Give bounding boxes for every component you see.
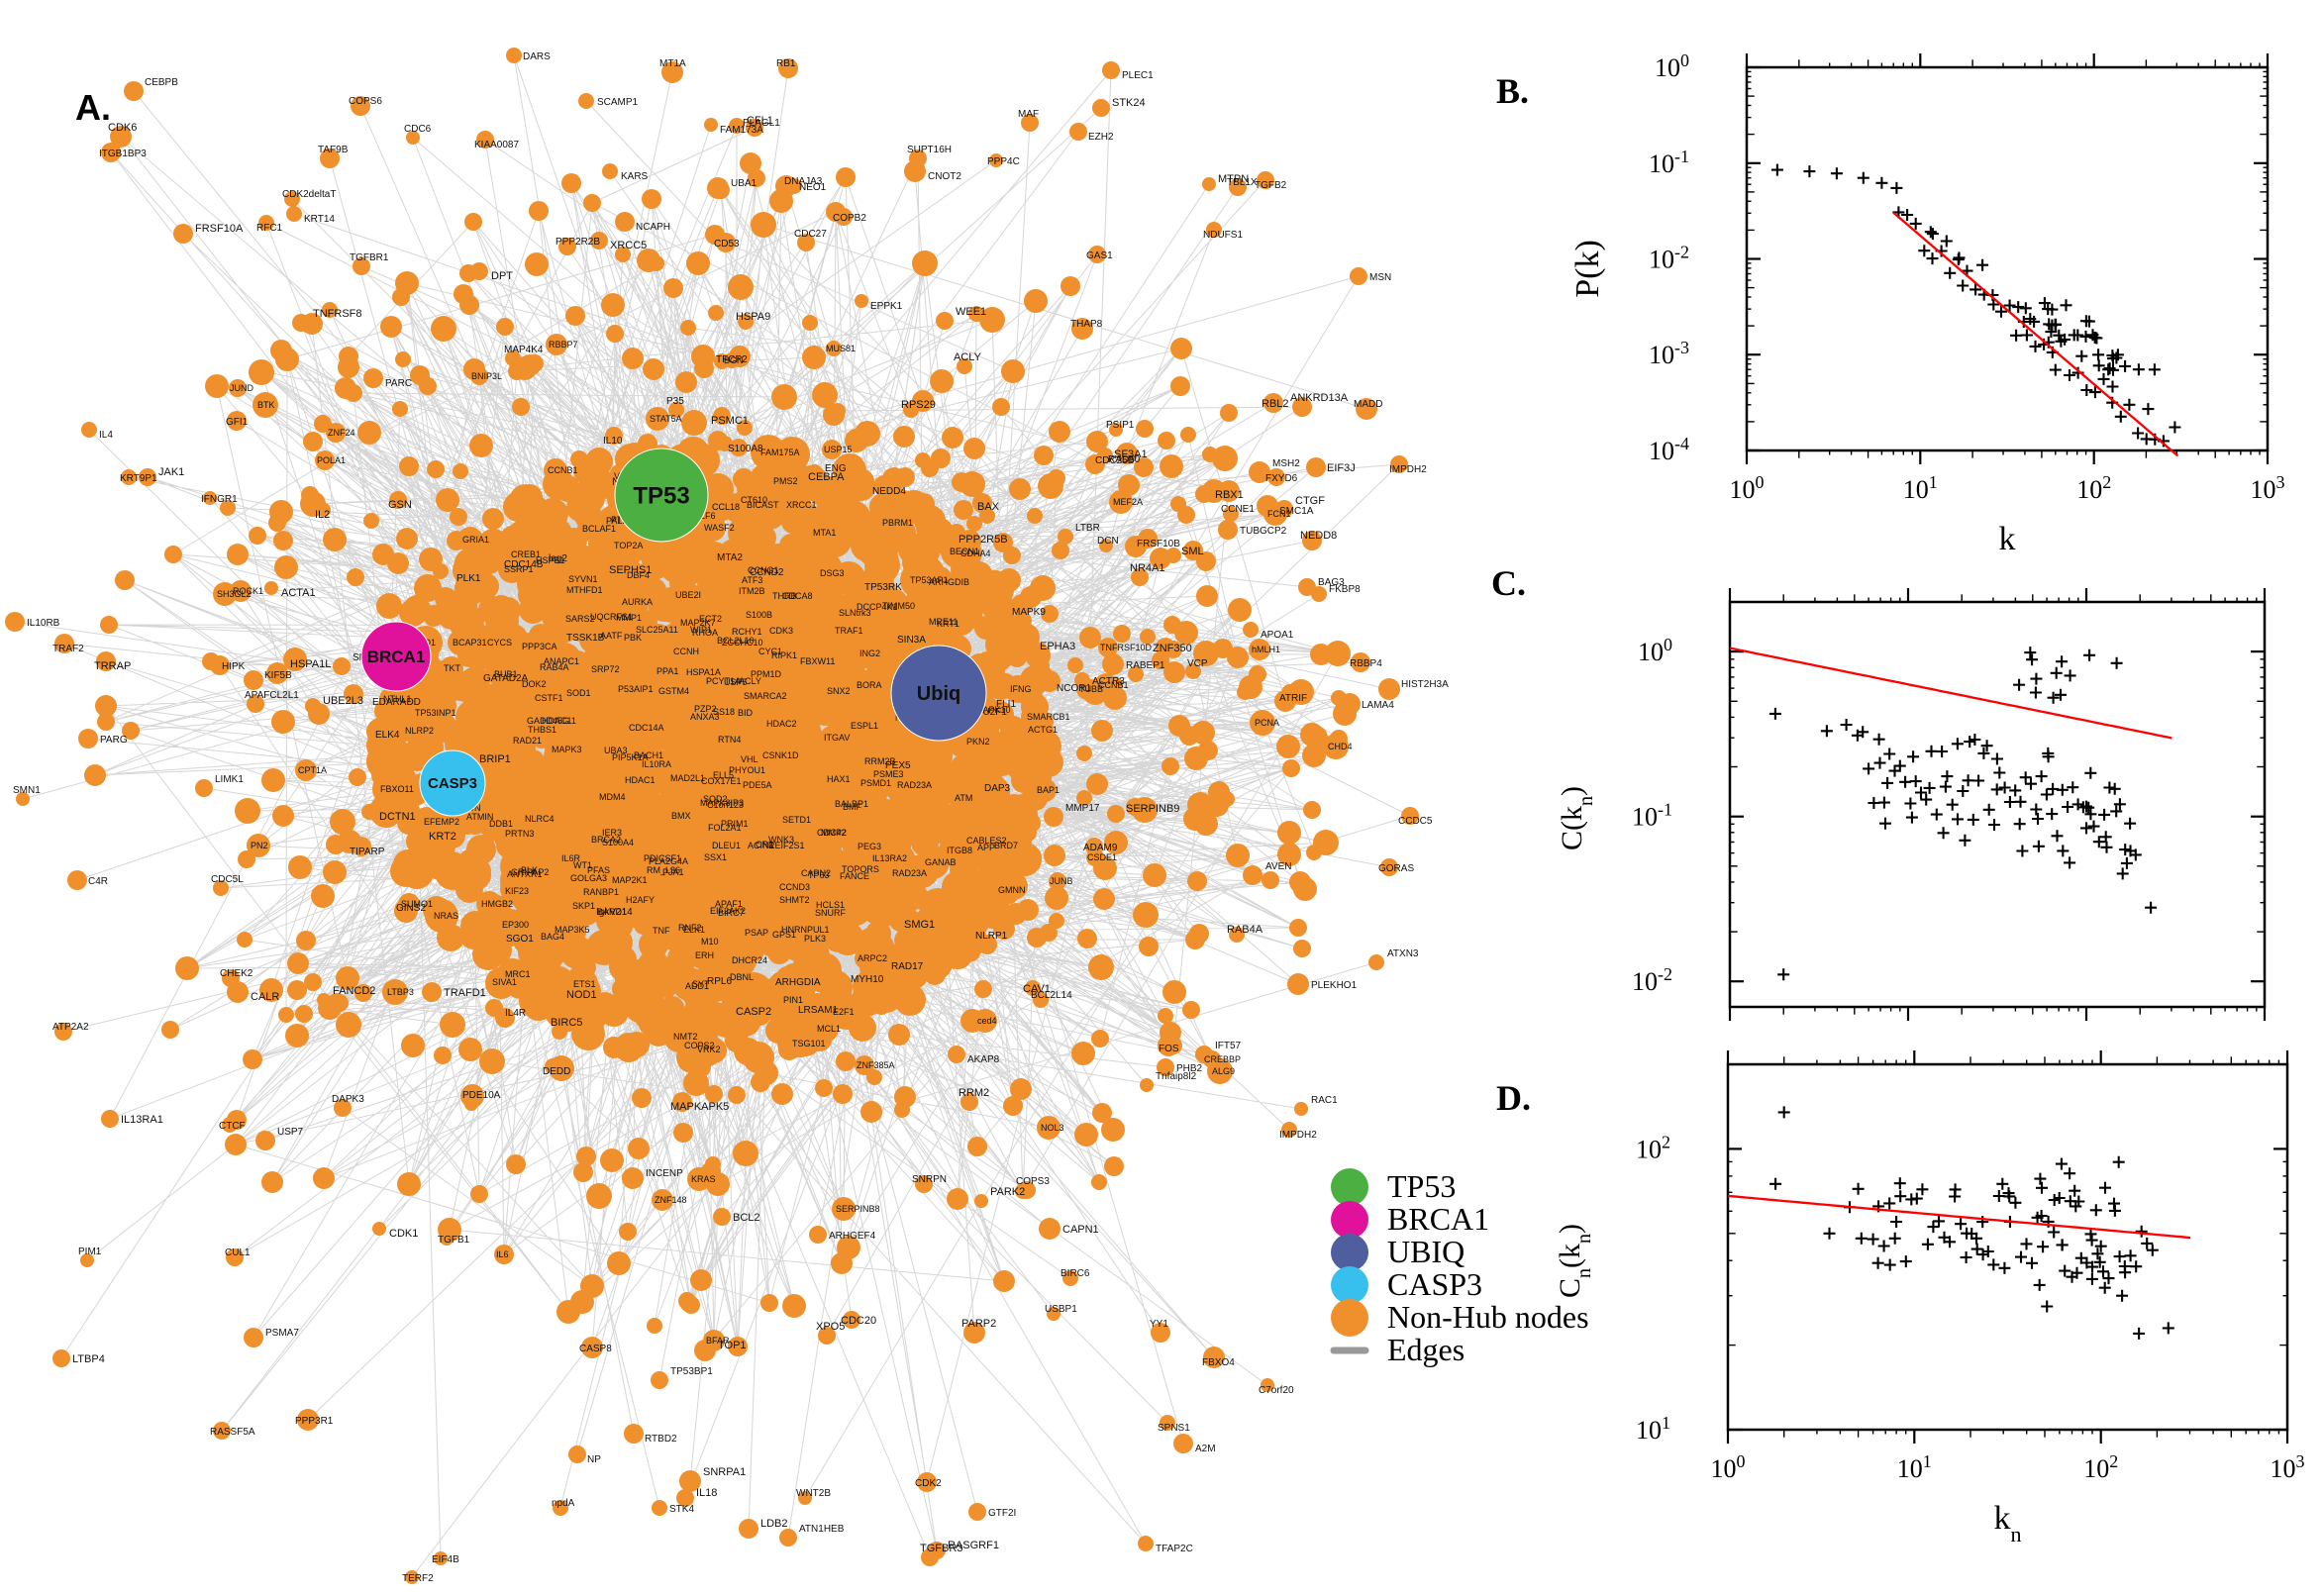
svg-text:kn: kn [1994, 1500, 2022, 1546]
svg-text:101: 101 [1636, 1413, 1670, 1445]
svg-text:100: 100 [1711, 1451, 1746, 1483]
svg-text:102: 102 [1636, 1132, 1670, 1163]
svg-text:10-1: 10-1 [1632, 800, 1672, 832]
svg-text:UBIQ: UBIQ [1387, 1234, 1464, 1269]
svg-text:Cn(kn): Cn(kn) [1554, 1224, 1595, 1298]
svg-text:P(k): P(k) [1569, 240, 1606, 298]
svg-text:BRCA1: BRCA1 [1387, 1201, 1489, 1237]
svg-text:101: 101 [1897, 1451, 1932, 1483]
svg-text:102: 102 [2083, 1451, 2118, 1483]
svg-text:103: 103 [2251, 472, 2285, 504]
svg-text:102: 102 [2076, 472, 2111, 504]
svg-text:k: k [1999, 521, 2016, 557]
svg-text:10-1: 10-1 [1649, 147, 1689, 178]
svg-text:Non-Hub nodes: Non-Hub nodes [1387, 1299, 1589, 1335]
svg-text:100: 100 [1655, 50, 1689, 82]
svg-text:100: 100 [1638, 635, 1672, 666]
svg-text:103: 103 [2271, 1451, 2305, 1483]
svg-text:10-2: 10-2 [1649, 243, 1689, 274]
svg-text:Edges: Edges [1387, 1332, 1464, 1367]
svg-text:100: 100 [1730, 472, 1765, 504]
svg-text:101: 101 [1903, 472, 1938, 504]
svg-text:CASP3: CASP3 [1387, 1266, 1482, 1302]
svg-text:10-3: 10-3 [1649, 338, 1689, 369]
svg-text:10-2: 10-2 [1632, 964, 1672, 996]
svg-text:TP53: TP53 [1387, 1168, 1456, 1204]
svg-text:C(kn): C(kn) [1556, 786, 1597, 850]
svg-text:10-4: 10-4 [1649, 434, 1689, 465]
